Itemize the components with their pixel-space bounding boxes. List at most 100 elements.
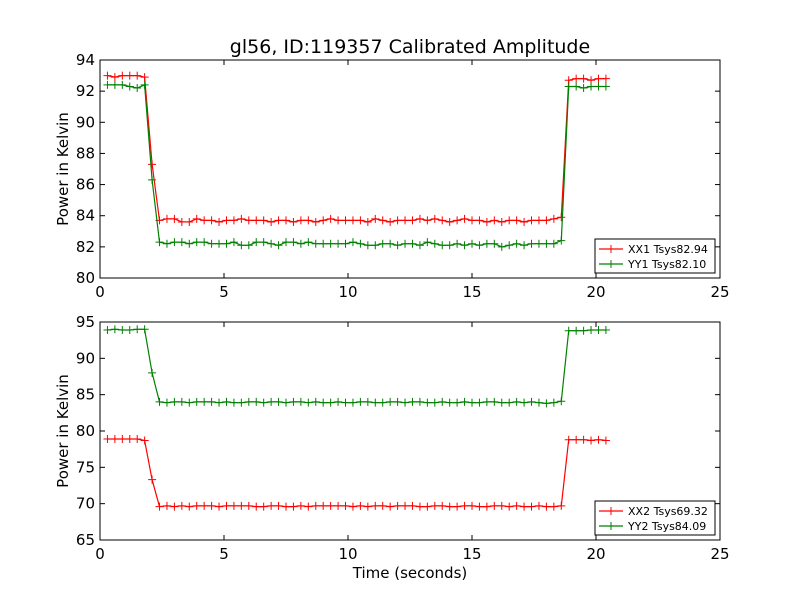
y-tick-label: 65 xyxy=(76,531,95,549)
x-tick-label: 5 xyxy=(219,545,229,563)
data-point xyxy=(110,325,119,334)
data-point xyxy=(587,82,596,91)
data-point xyxy=(378,501,387,510)
x-tick-label: 0 xyxy=(95,545,105,563)
data-point xyxy=(207,239,216,248)
data-point xyxy=(319,398,328,407)
y-tick-label: 80 xyxy=(76,422,95,440)
data-point xyxy=(125,71,134,80)
data-point xyxy=(155,502,164,511)
data-point xyxy=(162,398,171,407)
data-point xyxy=(162,239,171,248)
data-point xyxy=(140,436,149,445)
data-point xyxy=(229,238,238,247)
data-point xyxy=(505,398,514,407)
data-point xyxy=(267,217,276,226)
data-point xyxy=(334,239,343,248)
data-point xyxy=(162,214,171,223)
data-point xyxy=(401,239,410,248)
data-point xyxy=(438,216,447,225)
data-point xyxy=(430,501,439,510)
data-point xyxy=(140,80,149,89)
data-point xyxy=(282,502,290,511)
data-point xyxy=(103,434,112,443)
data-point xyxy=(155,238,164,247)
data-point xyxy=(192,397,201,406)
data-point xyxy=(572,326,581,335)
data-point xyxy=(505,502,514,511)
data-point xyxy=(140,73,149,82)
data-point xyxy=(423,502,432,511)
y-tick-label: 80 xyxy=(76,269,95,287)
data-point xyxy=(564,82,573,91)
data-point xyxy=(378,239,387,248)
data-point xyxy=(534,398,543,407)
data-point xyxy=(579,74,588,83)
data-point xyxy=(408,397,417,406)
y-tick-label: 94 xyxy=(76,51,95,69)
y-tick-label: 90 xyxy=(76,349,95,367)
data-point xyxy=(423,216,432,225)
data-point xyxy=(192,238,201,247)
data-point xyxy=(259,238,268,247)
y-axis-label: Power in Kelvin xyxy=(54,374,72,488)
data-point xyxy=(252,216,261,225)
data-point xyxy=(572,82,581,91)
data-point xyxy=(505,241,514,250)
data-point xyxy=(534,216,543,225)
data-point xyxy=(334,501,343,510)
data-point xyxy=(520,217,529,226)
data-point xyxy=(133,71,142,80)
data-point xyxy=(110,73,119,82)
data-point xyxy=(170,397,179,406)
data-point xyxy=(453,216,462,225)
data-point xyxy=(148,368,157,377)
data-point xyxy=(542,239,551,248)
data-point xyxy=(237,241,246,250)
data-point xyxy=(527,216,536,225)
data-point xyxy=(348,216,357,225)
data-point xyxy=(229,216,238,225)
data-point xyxy=(222,501,231,510)
data-point xyxy=(393,501,402,510)
data-point xyxy=(311,501,320,510)
data-point xyxy=(125,434,134,443)
data-point xyxy=(341,239,350,248)
data-point xyxy=(289,238,298,247)
data-point xyxy=(445,217,454,226)
data-point xyxy=(200,501,209,510)
data-point xyxy=(371,398,380,407)
data-point xyxy=(148,160,157,169)
data-point xyxy=(259,502,268,511)
x-tick-label: 10 xyxy=(338,545,357,563)
data-point xyxy=(587,436,596,445)
data-point xyxy=(363,241,372,250)
data-point xyxy=(549,239,558,248)
data-point xyxy=(326,239,335,248)
data-point xyxy=(378,216,387,225)
data-point xyxy=(110,80,119,89)
data-point xyxy=(170,214,179,223)
data-point xyxy=(371,214,380,223)
data-point xyxy=(289,502,298,511)
data-point xyxy=(475,216,484,225)
data-point xyxy=(267,397,276,406)
data-point xyxy=(244,397,253,406)
data-point xyxy=(348,398,357,407)
data-point xyxy=(170,238,179,247)
data-point xyxy=(497,501,506,510)
data-point xyxy=(341,398,350,407)
data-point xyxy=(363,217,372,226)
data-point xyxy=(460,214,469,223)
y-tick-label: 82 xyxy=(76,238,95,256)
data-point xyxy=(497,242,506,251)
data-point xyxy=(200,238,209,247)
data-point xyxy=(319,501,328,510)
data-point xyxy=(415,241,424,250)
x-tick-label: 0 xyxy=(95,283,105,301)
data-point xyxy=(527,239,536,248)
data-point xyxy=(229,501,238,510)
data-point xyxy=(505,216,514,225)
data-point xyxy=(408,239,417,248)
